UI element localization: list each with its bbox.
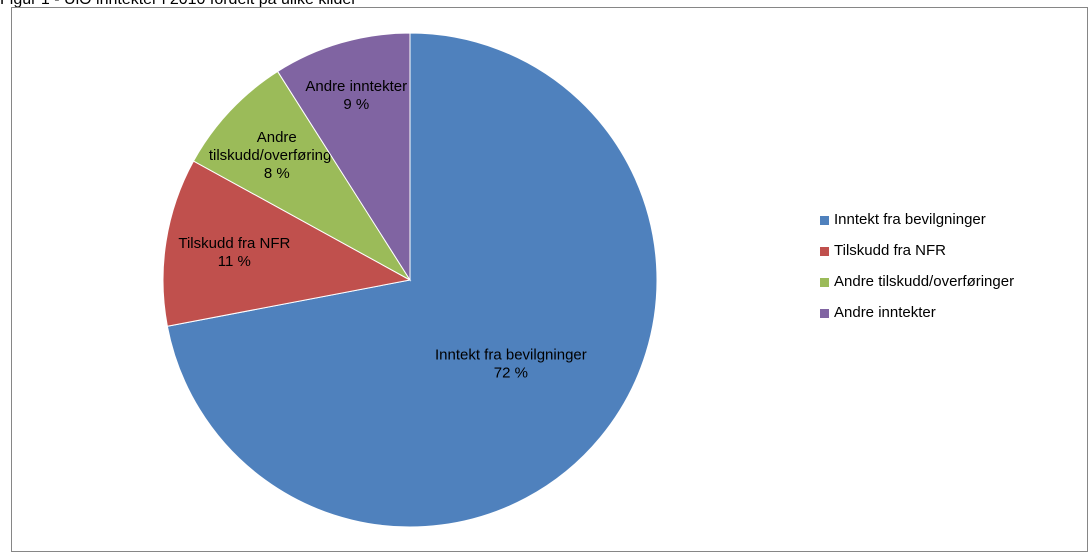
pie-slice-3 [192,70,411,281]
slice-label-4: Andre inntekter 9 % [305,78,407,113]
legend-label-4: Andre inntekter [834,304,936,321]
legend-label-1: Inntekt fra bevilgninger [834,211,986,228]
legend-label-3: Andre tilskudd/overføringer [834,273,1015,290]
pie-slice-1 [166,32,658,528]
pie-slice-2 [162,160,412,327]
legend-swatch-4 [820,309,829,318]
pie-chart: Inntekt fra bevilgninger 72 % Tilskudd fra… [162,32,658,528]
figure-caption: Figur 1 - UiO inntekter i 2010 fordelt p… [0,0,357,9]
legend-swatch-1 [820,216,829,225]
slice-label-2: Tilskudd fra NFR 11 % [178,235,290,270]
chart-area: Inntekt fra bevilgninger 72 % Tilskudd fra… [11,7,1088,552]
legend-label-2: Tilskudd fra NFR [834,242,946,259]
pie-slice-4 [276,32,411,282]
slice-label-3: Andre tilskudd/overføringer 8 % [209,129,345,182]
legend-swatch-3 [820,278,829,287]
slice-label-1: Inntekt fra bevilgninger 72 % [435,346,587,381]
legend-swatch-2 [820,247,829,256]
